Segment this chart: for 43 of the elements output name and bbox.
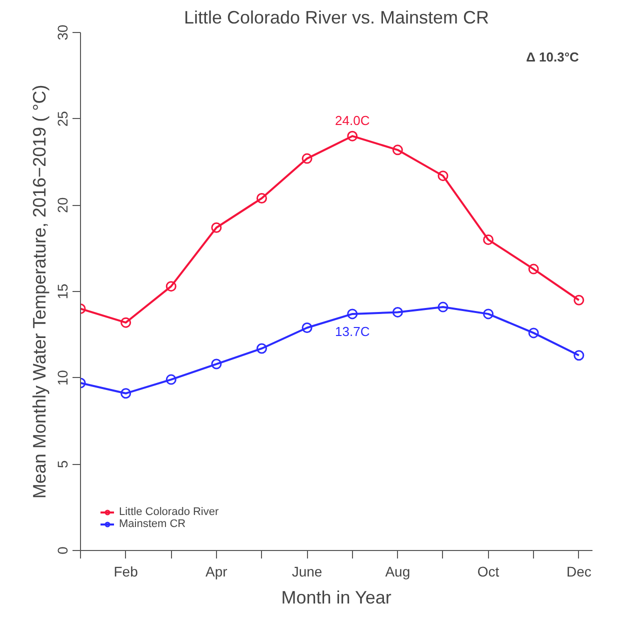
y-tick-label: 10 [54,370,70,386]
point [166,281,176,292]
y-tick-label: 25 [54,110,70,127]
chart-title: Little Colorado River vs. Mainstem CR [184,8,490,28]
y-tick-label: 30 [54,24,70,40]
point [438,170,448,182]
data-label: 13.7C [335,324,370,339]
point [528,264,539,274]
point [120,388,132,399]
y-axis-title: Mean Monthly Water Temperature, 2016−2019 ( °C) [30,84,50,499]
x-tick-label: Feb [114,564,138,580]
legend-label: Little Colorado River [119,506,219,518]
data-label: 24.0C [335,113,370,128]
point [574,294,584,306]
x-tick-label: Apr [206,564,228,580]
point [438,302,448,312]
y-tick-label: 15 [54,284,70,300]
annotation: Δ 10.3°C [526,50,580,64]
y-tick-label: 20 [54,197,70,213]
x-tick-label: Dec [566,564,592,580]
point [483,234,494,245]
point [211,222,222,233]
x-axis-title: Month in Year [281,588,392,608]
point [302,153,312,164]
legend-label: Mainstem CR [119,518,186,530]
point [392,306,403,318]
y-tick-label: 5 [54,460,70,468]
x-tick-label: Oct [477,564,500,580]
y-tick-label: 0 [54,546,70,554]
point [211,358,222,370]
x-tick-label: Aug [385,564,410,580]
point [574,350,584,361]
point [166,374,176,385]
point [347,130,358,142]
x-tick-label: June [292,564,322,580]
point [528,328,539,338]
point [302,322,312,333]
point [347,308,358,320]
point [120,317,132,328]
point [256,193,267,204]
point [256,343,267,354]
point [483,308,494,320]
point [392,144,403,156]
